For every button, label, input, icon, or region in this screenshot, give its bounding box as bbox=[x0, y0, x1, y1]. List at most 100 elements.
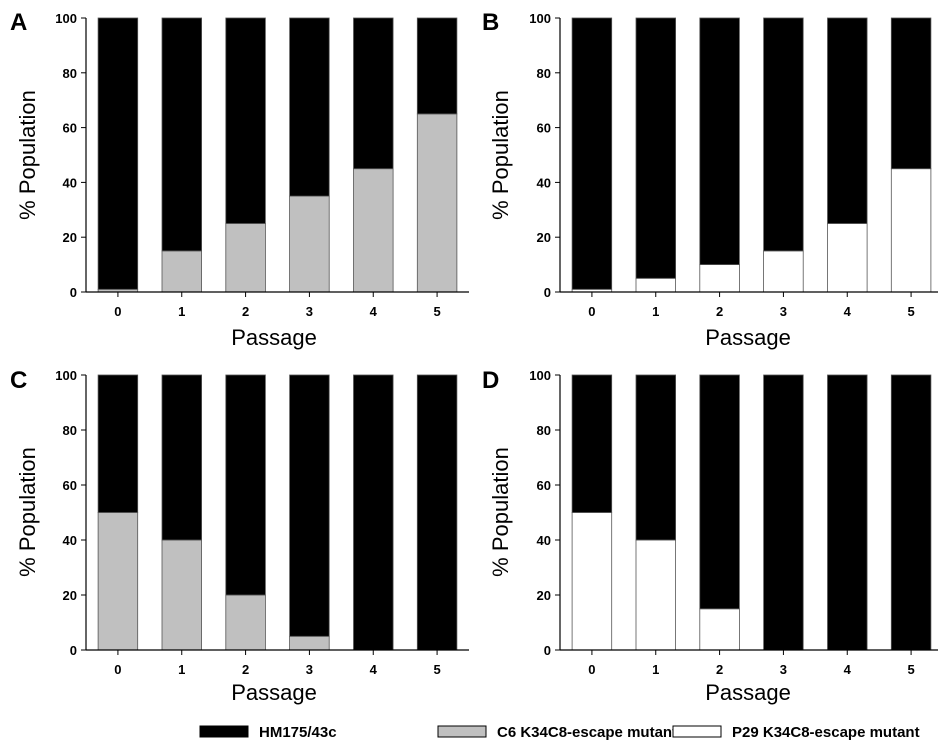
bar-segment bbox=[161, 374, 202, 541]
y-tick-label: 80 bbox=[537, 66, 551, 81]
bar-segment bbox=[827, 223, 868, 293]
y-tick-label: 100 bbox=[529, 368, 551, 383]
x-axis-title: Passage bbox=[231, 680, 317, 705]
y-tick-label: 100 bbox=[529, 11, 551, 26]
bar-segment bbox=[699, 17, 740, 266]
x-tick-label: 4 bbox=[370, 662, 378, 677]
x-tick-label: 5 bbox=[907, 304, 914, 319]
legend-item-c6: C6 K34C8-escape mutant bbox=[437, 724, 677, 741]
bar-segment bbox=[416, 113, 458, 293]
bar-segment bbox=[289, 374, 330, 637]
bar-segment bbox=[289, 195, 330, 293]
x-tick-label: 3 bbox=[306, 662, 313, 677]
y-tick-label: 40 bbox=[537, 175, 551, 190]
y-tick-label: 20 bbox=[537, 588, 551, 603]
panel-letter: A bbox=[10, 9, 27, 36]
y-tick-label: 0 bbox=[70, 285, 77, 300]
bar-segment bbox=[635, 17, 676, 279]
x-tick-label: 3 bbox=[306, 304, 313, 319]
x-tick-label: 0 bbox=[588, 662, 595, 677]
legend: HM175/43c C6 K34C8-escape mutant P29 K34… bbox=[199, 724, 920, 741]
y-tick-label: 80 bbox=[537, 423, 551, 438]
bar-segment bbox=[225, 374, 266, 596]
bar-segment bbox=[353, 374, 394, 651]
x-axis-title: Passage bbox=[705, 680, 791, 705]
bar-segment bbox=[571, 512, 613, 651]
x-tick-label: 0 bbox=[114, 662, 121, 677]
x-tick-label: 1 bbox=[652, 304, 659, 319]
legend-item-hm175: HM175/43c bbox=[199, 724, 337, 741]
y-tick-label: 80 bbox=[63, 66, 77, 81]
legend-label: P29 K34C8-escape mutant bbox=[732, 724, 920, 741]
bar-segment bbox=[890, 17, 932, 170]
x-axis-title: Passage bbox=[705, 325, 791, 350]
bar-segment bbox=[97, 17, 139, 290]
y-tick-label: 20 bbox=[63, 588, 77, 603]
x-tick-label: 2 bbox=[716, 662, 723, 677]
bar-segment bbox=[635, 374, 676, 541]
x-tick-label: 5 bbox=[907, 662, 914, 677]
bar-segment bbox=[890, 374, 932, 651]
x-tick-label: 1 bbox=[178, 662, 185, 677]
bar-segment bbox=[827, 17, 868, 224]
panel-b: B % Population Passage 0 1 2 3 4 5 0 20 40 60 80 10… bbox=[482, 9, 938, 350]
y-tick-label: 0 bbox=[70, 643, 77, 658]
y-axis-title: % Population bbox=[15, 90, 40, 220]
y-axis-title: % Population bbox=[15, 447, 40, 577]
legend-swatch bbox=[437, 725, 487, 738]
bar-segment bbox=[353, 168, 394, 293]
y-tick-label: 0 bbox=[544, 285, 551, 300]
bar-segment bbox=[571, 374, 613, 513]
x-tick-label: 4 bbox=[370, 304, 378, 319]
legend-swatch bbox=[672, 725, 722, 738]
bar-segment bbox=[161, 17, 202, 252]
plot-area: 0 1 2 3 4 5 0 20 40 60 80 100 bbox=[529, 368, 938, 677]
x-tick-label: 2 bbox=[242, 662, 249, 677]
y-axis-title: % Population bbox=[488, 447, 513, 577]
legend-label: C6 K34C8-escape mutant bbox=[497, 724, 677, 741]
y-tick-label: 60 bbox=[537, 121, 551, 136]
bar-segment bbox=[635, 277, 676, 293]
panel-letter: B bbox=[482, 9, 499, 36]
x-tick-label: 3 bbox=[780, 662, 787, 677]
bar-segment bbox=[416, 374, 458, 651]
plot-area: 0 1 2 3 4 5 0 20 40 60 80 100 bbox=[529, 11, 938, 319]
x-tick-label: 0 bbox=[588, 304, 595, 319]
y-tick-label: 100 bbox=[55, 11, 77, 26]
bar-segment bbox=[763, 374, 804, 651]
x-tick-label: 1 bbox=[652, 662, 659, 677]
plot-area: 0 1 2 3 4 5 0 20 40 60 80 100 bbox=[55, 11, 469, 319]
bar-segment bbox=[161, 539, 202, 651]
bar-segment bbox=[225, 17, 266, 224]
panel-letter: C bbox=[10, 367, 27, 394]
x-tick-label: 0 bbox=[114, 304, 121, 319]
y-tick-label: 20 bbox=[537, 230, 551, 245]
panel-letter: D bbox=[482, 367, 499, 394]
bar-segment bbox=[699, 608, 740, 651]
bar-segment bbox=[97, 374, 139, 513]
legend-label: HM175/43c bbox=[259, 724, 337, 741]
legend-swatch bbox=[199, 725, 249, 738]
legend-item-p29: P29 K34C8-escape mutant bbox=[672, 724, 920, 741]
x-tick-label: 4 bbox=[844, 304, 852, 319]
y-tick-label: 40 bbox=[537, 533, 551, 548]
bar-segment bbox=[225, 594, 266, 651]
panel-c: C % Population Passage 0 1 2 3 4 5 0 20 40 60 80 10… bbox=[10, 367, 469, 705]
bar-segment bbox=[416, 17, 458, 115]
y-tick-label: 60 bbox=[63, 121, 77, 136]
panel-a: A % Population Passage 0 1 2 3 4 5 0 20 40 60 80 10… bbox=[10, 9, 469, 350]
y-tick-label: 40 bbox=[63, 533, 77, 548]
x-tick-label: 5 bbox=[433, 662, 440, 677]
bar-segment bbox=[699, 374, 740, 610]
bar-segment bbox=[289, 635, 330, 651]
y-tick-label: 40 bbox=[63, 175, 77, 190]
x-tick-label: 3 bbox=[780, 304, 787, 319]
bar-segment bbox=[635, 539, 676, 651]
y-tick-label: 60 bbox=[63, 478, 77, 493]
bar-segment bbox=[763, 17, 804, 252]
bar-segment bbox=[225, 223, 266, 293]
bar-segment bbox=[827, 374, 868, 651]
y-tick-label: 80 bbox=[63, 423, 77, 438]
x-axis-title: Passage bbox=[231, 325, 317, 350]
